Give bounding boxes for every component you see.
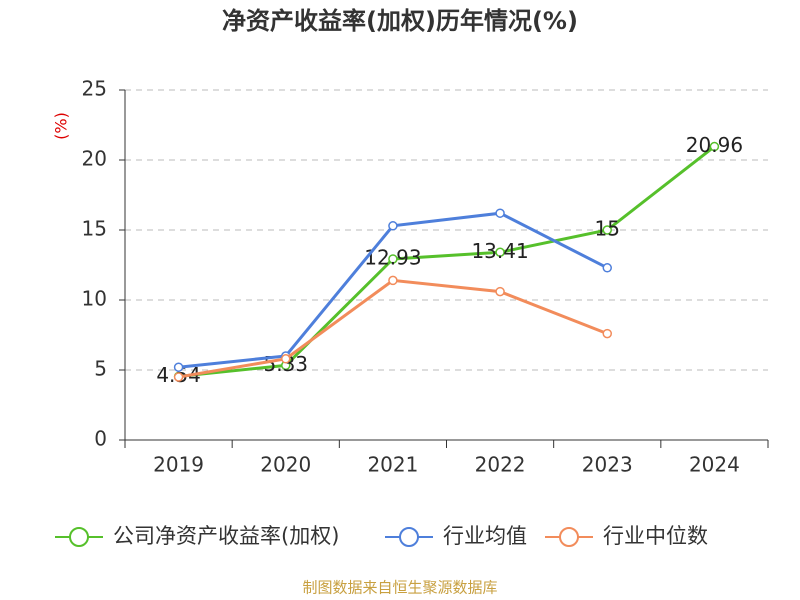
x-tick-label: 2019 [153, 453, 204, 477]
point-marker [602, 328, 612, 339]
legend-marker [69, 527, 89, 547]
data-label: 13.41 [471, 239, 528, 263]
x-tick-label: 2023 [582, 453, 633, 477]
point-marker [495, 286, 505, 297]
legend-marker [559, 527, 579, 547]
y-axis-label: (%) [52, 112, 71, 140]
x-tick-label: 2022 [475, 453, 526, 477]
point-marker [388, 275, 398, 286]
point-marker [495, 247, 505, 258]
y-tick-label: 5 [94, 357, 107, 381]
legend-marker [399, 527, 419, 547]
point-marker [602, 225, 612, 235]
point-marker [495, 208, 505, 218]
y-tick-label: 15 [82, 217, 107, 241]
x-tick-label: 2021 [367, 453, 418, 477]
series-line [178, 211, 608, 369]
point-marker [388, 221, 398, 231]
series-line [178, 145, 716, 378]
point-marker [709, 141, 720, 152]
point-marker [388, 254, 398, 264]
source-note: 制图数据来自恒生聚源数据库 [302, 579, 497, 597]
point-marker [602, 263, 612, 273]
y-tick-label: 10 [82, 287, 107, 311]
point-marker [281, 354, 291, 364]
y-tick-label: 0 [94, 427, 107, 451]
data-label: 20.96 [686, 133, 743, 157]
legend-label: 行业中位数 [603, 524, 708, 548]
point-marker [173, 372, 184, 382]
point-marker [173, 362, 184, 372]
y-tick-label: 25 [82, 77, 107, 101]
chart-title: 净资产收益率(加权)历年情况(%) [222, 7, 578, 35]
legend-label: 行业均值 [443, 524, 527, 548]
x-tick-label: 2024 [689, 453, 740, 477]
y-tick-label: 20 [82, 147, 107, 171]
x-tick-label: 2020 [260, 453, 311, 477]
legend-label: 公司净资产收益率(加权) [113, 524, 339, 548]
series-line [178, 278, 608, 379]
data-label: 15 [595, 217, 620, 241]
